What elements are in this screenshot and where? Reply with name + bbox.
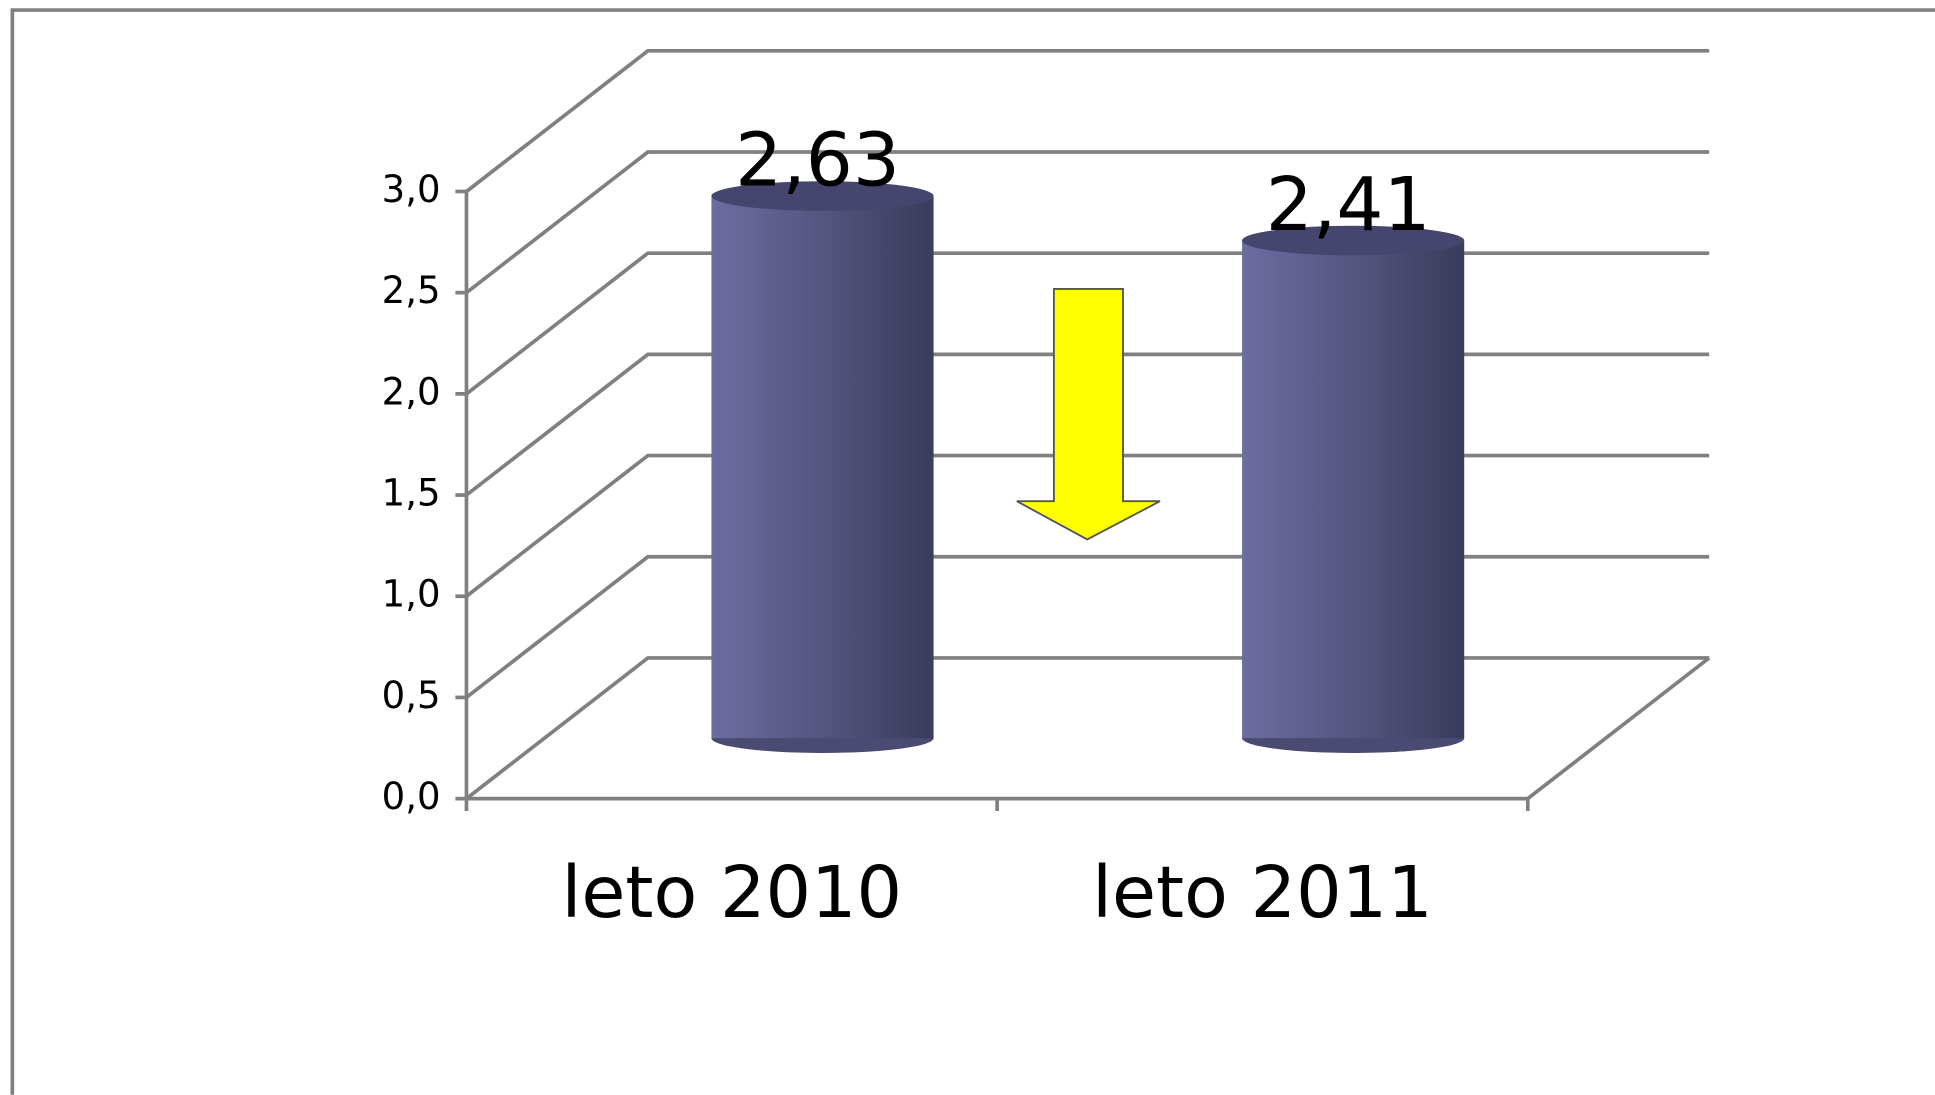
floor (466, 656, 1711, 801)
bar-top (711, 181, 934, 211)
y-tick-label: 1,5 (382, 472, 441, 515)
bar (1242, 240, 1465, 739)
grid-line (465, 48, 1710, 193)
plot-area: 0,0 0,5 1,0 1,5 2,0 2,5 3,0 leto 2010 2,63 leto 2… (382, 48, 1711, 934)
y-tick-label: 3,0 (382, 168, 441, 211)
bar-top (1242, 225, 1465, 256)
grid-line (465, 554, 1710, 699)
y-tick-label: 1,0 (382, 573, 441, 616)
value-label: 2,63 (735, 118, 900, 204)
y-tick-label: 2,0 (382, 370, 441, 413)
grid-line (465, 656, 1710, 801)
value-label: 2,41 (1266, 162, 1431, 248)
x-tick-label: leto 2010 (561, 851, 902, 934)
down-arrow (1016, 288, 1161, 541)
y-tick-label: 0,5 (382, 674, 441, 717)
grid-line (465, 150, 1710, 295)
bar (711, 196, 934, 739)
y-tick-label: 2,5 (382, 269, 441, 312)
y-tick-label: 0,0 (382, 775, 441, 818)
x-tick-label: leto 2011 (1092, 851, 1433, 934)
frame (10, 8, 1935, 1095)
